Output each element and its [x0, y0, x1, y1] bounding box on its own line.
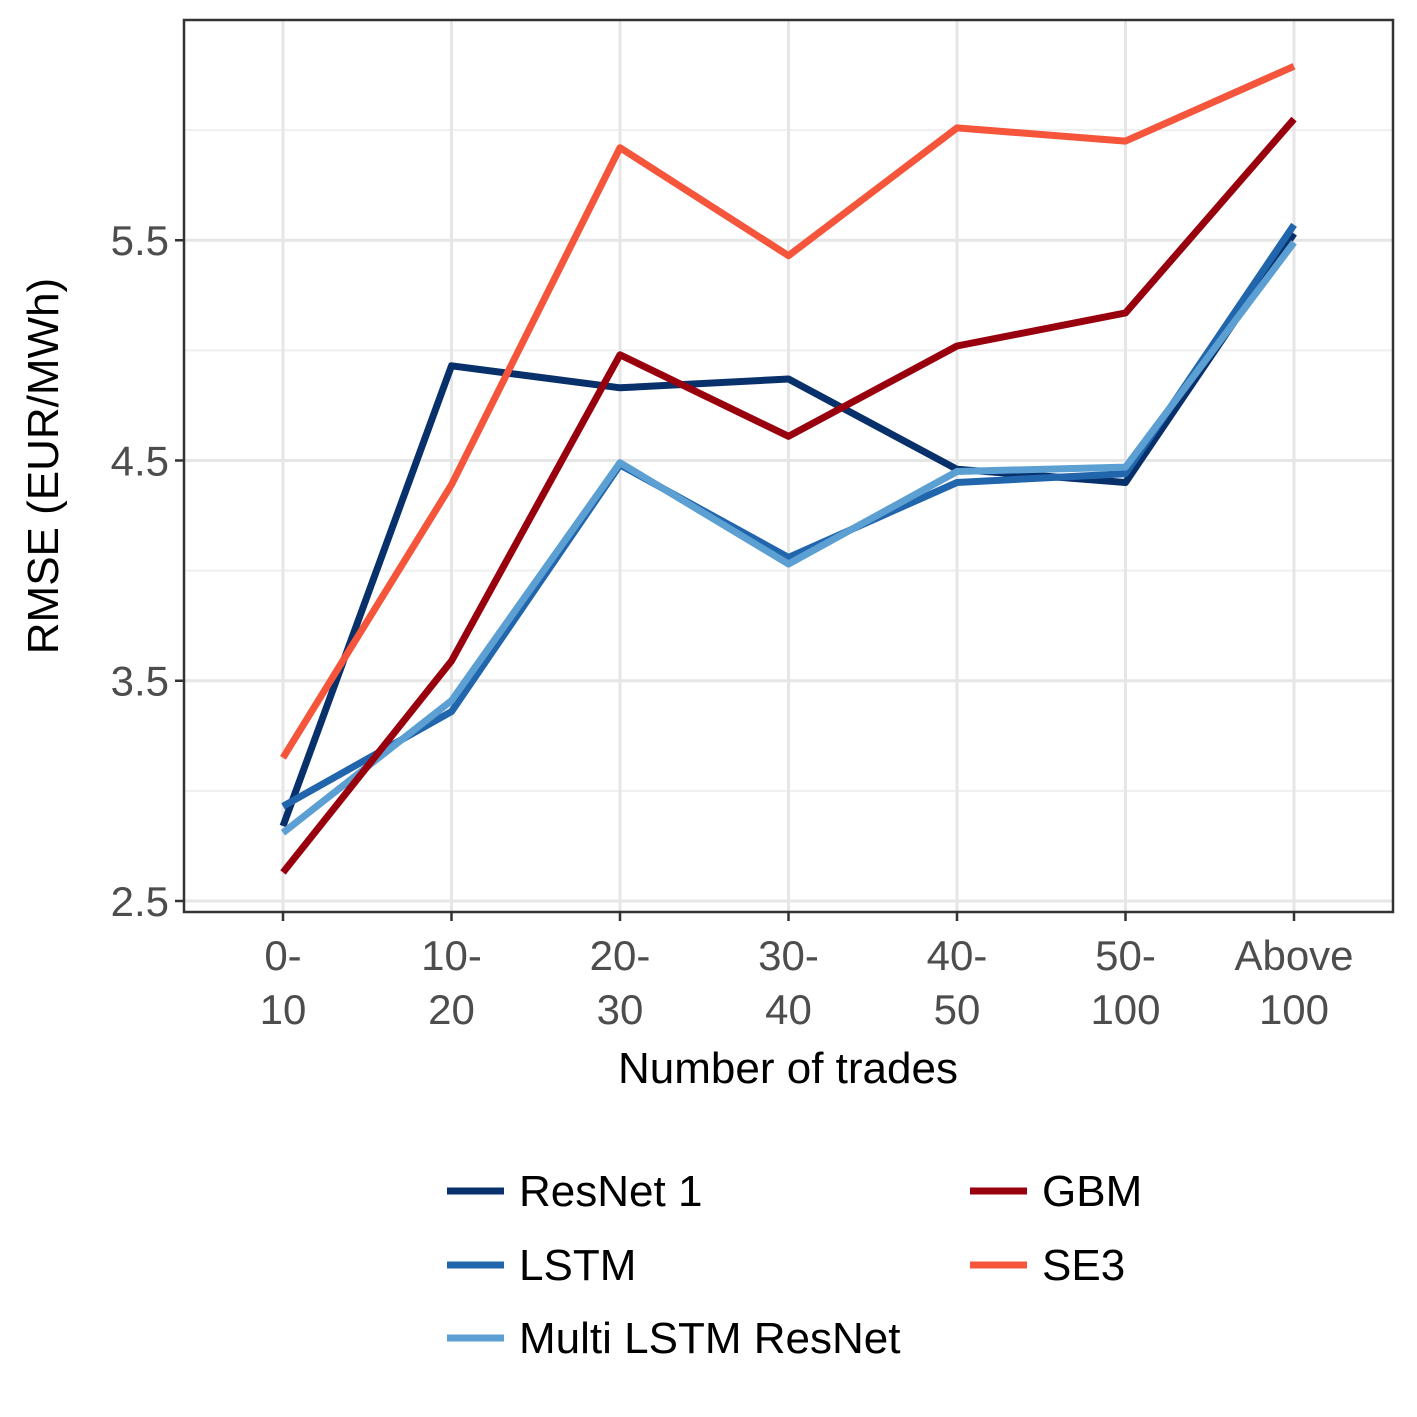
x-axis: 0-10 10-20 20-30 30-40 40-50 50-100 Above 100 — [260, 912, 1354, 1033]
x-tick-label: 20-30 — [590, 932, 651, 1033]
series-lines — [279, 63, 1297, 875]
x-axis-title: Number of trades — [618, 1044, 958, 1093]
series-line-lstm — [281, 222, 1297, 810]
legend-label-gbm: GBM — [1042, 1167, 1142, 1216]
y-tick-label: 4.5 — [111, 437, 169, 484]
y-tick-label: 3.5 — [111, 658, 169, 705]
series-line-se3 — [280, 63, 1296, 760]
x-tick-label: 50-100 — [1090, 932, 1160, 1033]
x-tick-label: Above 100 — [1234, 932, 1353, 1033]
legend-label-lstm: LSTM — [519, 1241, 636, 1290]
legend: ResNet 1 LSTM Multi LSTM ResNet GBM SE3 — [447, 1167, 1142, 1363]
legend-label-multi-lstm-resnet: Multi LSTM ResNet — [519, 1314, 900, 1363]
y-tick-label: 2.5 — [111, 878, 169, 925]
legend-label-se3: SE3 — [1042, 1241, 1125, 1290]
series-line-gbm — [280, 116, 1297, 875]
legend-label-resnet-1: ResNet 1 — [519, 1167, 702, 1216]
series-line-resnet-1 — [279, 231, 1297, 828]
x-tick-label: 40-50 — [927, 932, 988, 1033]
x-tick-label: 0-10 — [260, 932, 307, 1033]
y-tick-label: 5.5 — [111, 217, 169, 264]
x-tick-label: 10-20 — [421, 932, 482, 1033]
grid — [184, 20, 1393, 912]
series-line-multi-lstm-resnet — [280, 240, 1297, 836]
y-axis-title: RMSE (EUR/MWh) — [19, 278, 68, 654]
x-tick-label: 30-40 — [758, 932, 819, 1033]
y-axis: 2.5 3.5 4.5 5.5 — [111, 217, 184, 925]
